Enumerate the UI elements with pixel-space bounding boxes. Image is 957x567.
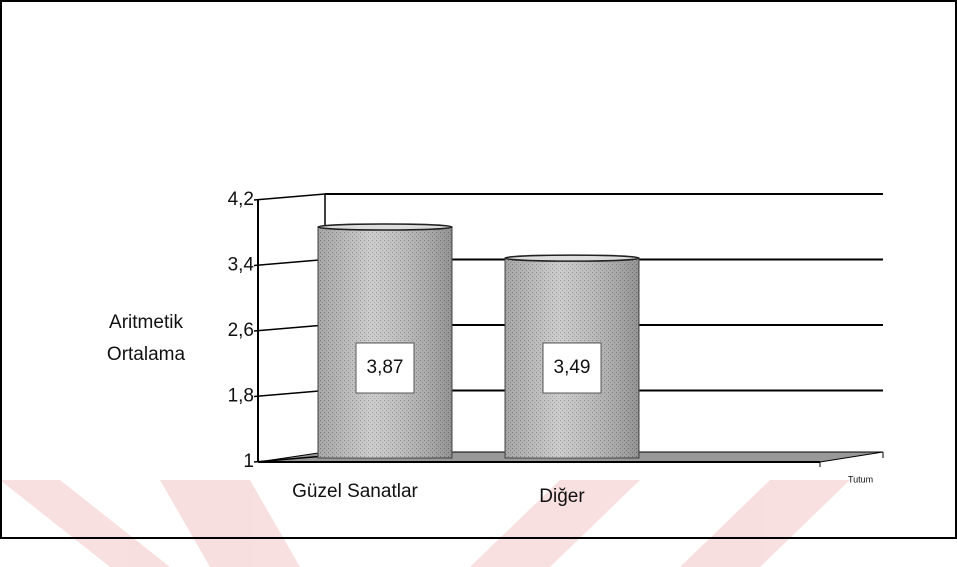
- y-tick-label: 1: [243, 451, 254, 472]
- tick-mark: [253, 389, 326, 398]
- y-tick-label: 2,6: [228, 320, 254, 341]
- y-tick-label: 3,4: [228, 255, 255, 276]
- y-tick-label: 1,8: [228, 386, 254, 407]
- tick-mark: [253, 258, 326, 267]
- value-label-box: [542, 342, 602, 394]
- watermark: [0, 480, 850, 567]
- y-axis-label: Aritmetik Ortalama: [106, 312, 186, 365]
- bar-top: [317, 223, 453, 231]
- tick-mark: [253, 324, 326, 332]
- bar-top: [504, 254, 640, 262]
- value-label: 3,49: [554, 357, 591, 378]
- tick-mark: [253, 193, 326, 201]
- x-tick-label: Güzel Sanatlar: [292, 481, 418, 502]
- x-axis-label: Tutum: [848, 474, 873, 484]
- value-label: 3,87: [367, 357, 404, 378]
- value-label-box: [355, 342, 415, 394]
- x-tick-label: Diğer: [539, 486, 585, 507]
- frame: [0, 0, 957, 539]
- y-tick-label: 4,2: [228, 189, 254, 210]
